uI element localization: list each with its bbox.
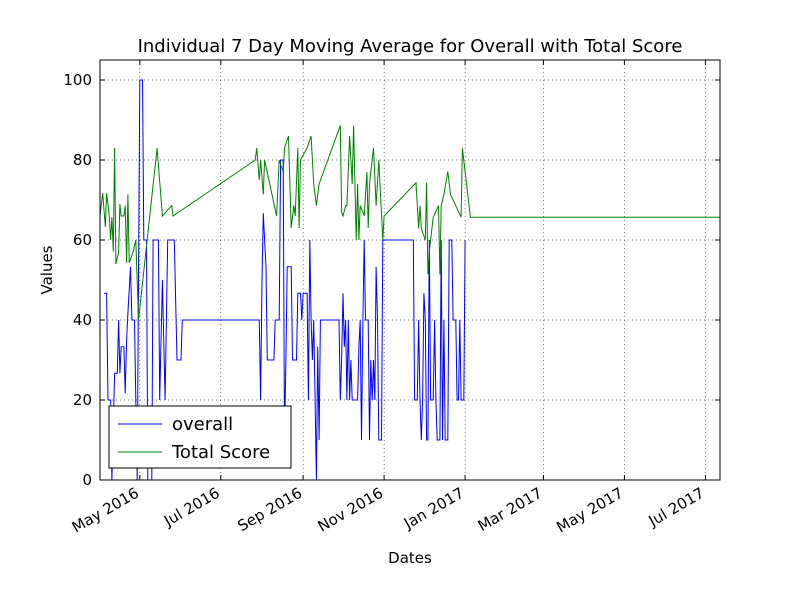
y-tick-label: 100 [63, 71, 92, 89]
legend-box [108, 405, 292, 469]
legend: overall Total Score [108, 405, 292, 469]
legend-label: overall [172, 414, 233, 435]
series-line-overall [104, 79, 466, 480]
y-tick-label: 80 [73, 151, 92, 169]
x-axis-label: Dates [388, 549, 432, 567]
y-tick-label: 40 [73, 311, 92, 329]
grid-lines [100, 60, 720, 480]
legend-label: Total Score [171, 442, 270, 463]
y-tick-label: 0 [82, 471, 92, 489]
y-axis: 0 20 40 60 80 100 [63, 71, 720, 489]
y-axis-label: Values [38, 245, 56, 294]
plot-frame [99, 59, 721, 481]
y-tick-label: 20 [73, 391, 92, 409]
series-layer [100, 79, 720, 480]
y-tick-label: 60 [73, 231, 92, 249]
plot-area [100, 79, 720, 480]
series-line-total-score [100, 125, 720, 321]
chart-title: Individual 7 Day Moving Average for Over… [138, 36, 683, 57]
